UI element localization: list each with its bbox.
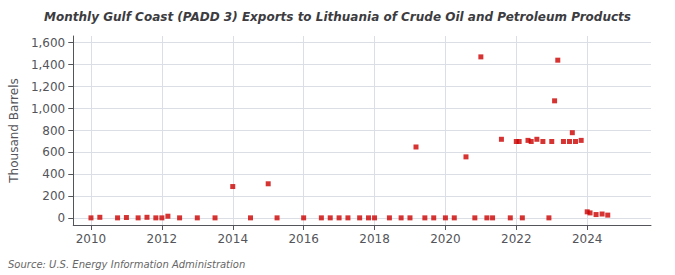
svg-text:400: 400 <box>42 167 65 181</box>
svg-text:2024: 2024 <box>572 232 603 246</box>
svg-text:2010: 2010 <box>76 232 107 246</box>
svg-text:2016: 2016 <box>288 232 319 246</box>
svg-text:600: 600 <box>42 145 65 159</box>
svg-text:Source: U.S. Energy Informatio: Source: U.S. Energy Information Administ… <box>8 259 245 270</box>
svg-text:0: 0 <box>58 211 66 225</box>
svg-text:2022: 2022 <box>501 232 532 246</box>
svg-text:Thousand Barrels: Thousand Barrels <box>7 78 21 183</box>
svg-text:Monthly Gulf Coast (PADD 3) Ex: Monthly Gulf Coast (PADD 3) Exports to L… <box>44 10 631 24</box>
svg-text:1,400: 1,400 <box>31 58 65 72</box>
svg-text:2020: 2020 <box>430 232 461 246</box>
svg-text:2018: 2018 <box>359 232 390 246</box>
svg-text:200: 200 <box>42 189 65 203</box>
svg-text:2012: 2012 <box>147 232 178 246</box>
svg-text:2014: 2014 <box>217 232 248 246</box>
svg-text:1,200: 1,200 <box>31 80 65 94</box>
svg-text:1,000: 1,000 <box>31 102 65 116</box>
svg-text:1,600: 1,600 <box>31 36 65 50</box>
svg-text:800: 800 <box>42 124 65 138</box>
